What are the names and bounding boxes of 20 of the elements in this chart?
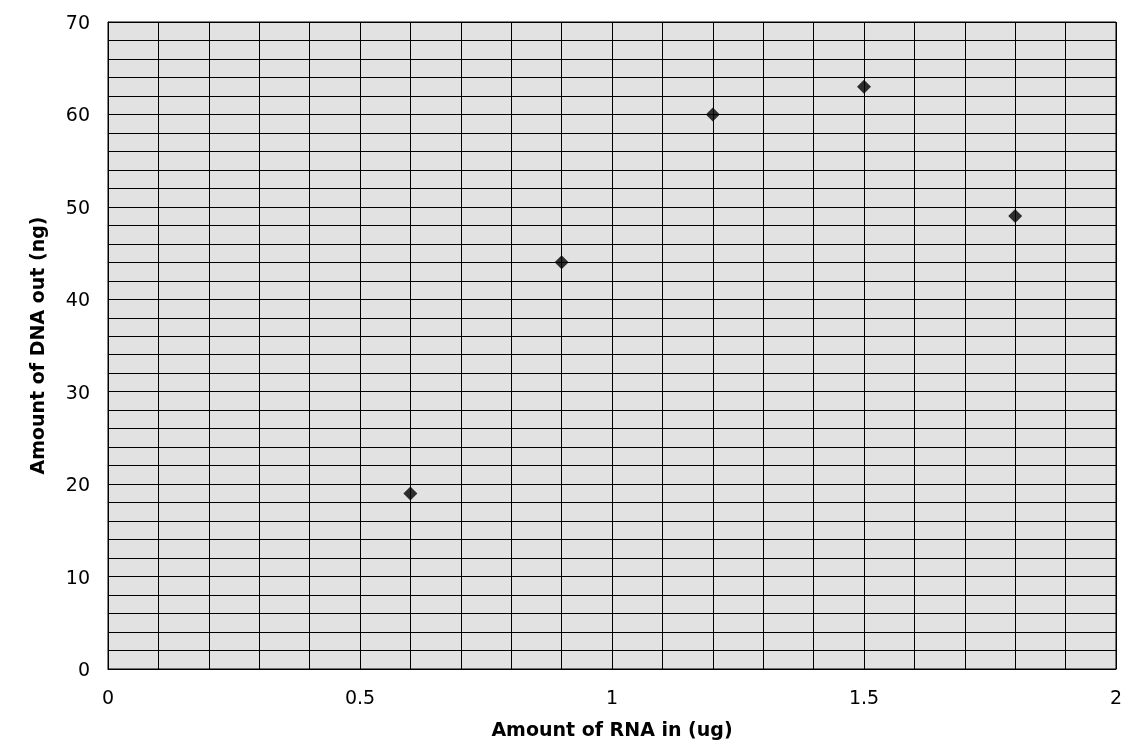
point (705, 107, 720, 122)
point (554, 255, 569, 270)
x-tick-label: 2 (1109, 685, 1123, 708)
y-tick-label: 60 (65, 103, 90, 126)
y-tick-label: 70 (65, 11, 90, 33)
x-tick-label: 1 (605, 685, 619, 708)
point (403, 486, 418, 501)
x-tick-label: 0.5 (344, 685, 376, 708)
x-tick-label: 0 (101, 685, 115, 708)
x-axis-title: Amount of RNA in (ug) (491, 717, 733, 740)
y-tick-label: 10 (65, 565, 90, 588)
point (1008, 209, 1023, 224)
y-tick-label: 0 (77, 658, 90, 680)
y-tick-label: 40 (65, 288, 90, 311)
y-tick-label: 30 (65, 380, 90, 403)
y-tick-label: 50 (65, 195, 90, 218)
y-axis-title: Amount of DNA out (ng) (25, 216, 48, 475)
y-tick-label: 20 (65, 473, 90, 496)
point (857, 79, 871, 94)
x-tick-label: 1.5 (848, 685, 880, 708)
